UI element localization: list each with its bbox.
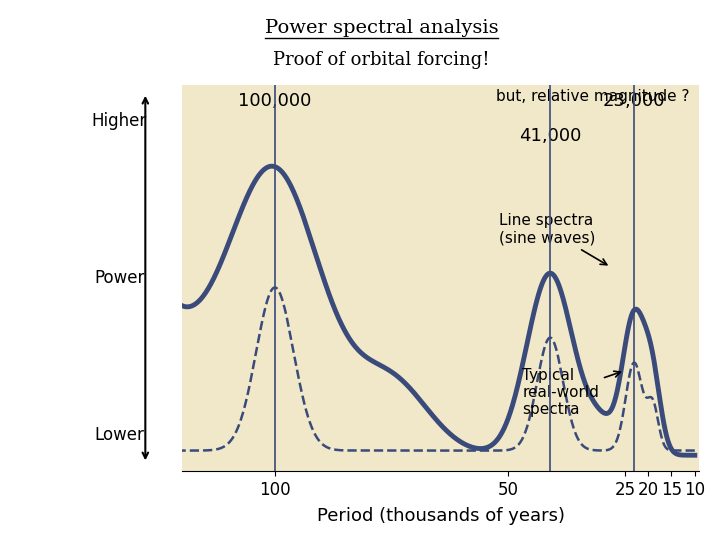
Text: Line spectra
(sine waves): Line spectra (sine waves)	[499, 213, 607, 265]
Text: 23,000: 23,000	[603, 92, 665, 110]
Text: Power: Power	[94, 269, 145, 287]
Text: 100,000: 100,000	[238, 92, 312, 110]
Text: Higher: Higher	[92, 112, 147, 130]
Text: 41,000: 41,000	[519, 127, 581, 145]
Text: Lower: Lower	[94, 426, 145, 444]
Text: Power spectral analysis: Power spectral analysis	[265, 19, 498, 37]
X-axis label: Period (thousands of years): Period (thousands of years)	[317, 507, 564, 525]
Text: Proof of orbital forcing!: Proof of orbital forcing!	[274, 51, 490, 69]
Text: but, relative magnitude ?: but, relative magnitude ?	[495, 89, 689, 104]
Text: Typical
real-world
spectra: Typical real-world spectra	[522, 368, 621, 417]
